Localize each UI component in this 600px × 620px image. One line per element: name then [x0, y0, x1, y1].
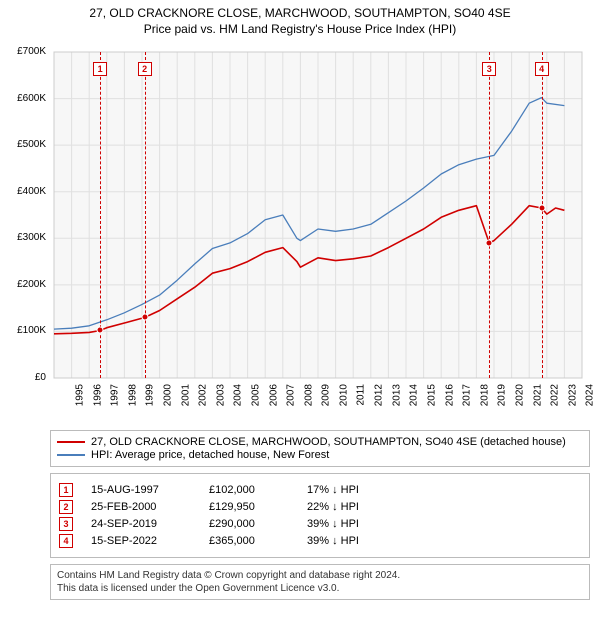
transaction-marker: 3: [482, 62, 496, 76]
transaction-date: 25-FEB-2000: [91, 501, 191, 513]
x-axis-label: 2021: [532, 384, 543, 406]
transaction-pct: 39% ↓ HPI: [307, 535, 397, 547]
transaction-date: 24-SEP-2019: [91, 518, 191, 530]
transaction-row: 3 24-SEP-2019 £290,000 39% ↓ HPI: [59, 517, 581, 531]
x-axis-label: 2023: [567, 384, 578, 406]
legend-item-price-paid: 27, OLD CRACKNORE CLOSE, MARCHWOOD, SOUT…: [57, 436, 583, 448]
transaction-marker: 2: [138, 62, 152, 76]
x-axis-label: 2006: [268, 384, 279, 406]
transaction-price: £290,000: [209, 518, 289, 530]
y-axis-label: £200K: [10, 279, 46, 290]
x-axis-label: 2005: [250, 384, 261, 406]
y-axis-label: £400K: [10, 186, 46, 197]
x-axis-label: 2020: [514, 384, 525, 406]
y-axis-label: £0: [10, 372, 46, 383]
transaction-marker-icon: 4: [59, 534, 73, 548]
x-axis-label: 2019: [497, 384, 508, 406]
transaction-price: £102,000: [209, 484, 289, 496]
x-axis-label: 2017: [461, 384, 472, 406]
chart-container: 27, OLD CRACKNORE CLOSE, MARCHWOOD, SOUT…: [0, 0, 600, 606]
transaction-point: [486, 239, 493, 246]
x-axis-label: 2022: [549, 384, 560, 406]
transaction-pct: 17% ↓ HPI: [307, 484, 397, 496]
transaction-marker-icon: 2: [59, 500, 73, 514]
legend-swatch-hpi: [57, 454, 85, 456]
transaction-marker-icon: 1: [59, 483, 73, 497]
transaction-vline: [145, 52, 146, 378]
x-axis-label: 2008: [303, 384, 314, 406]
title-block: 27, OLD CRACKNORE CLOSE, MARCHWOOD, SOUT…: [10, 6, 590, 36]
x-axis-label: 2016: [444, 384, 455, 406]
legend-label-price-paid: 27, OLD CRACKNORE CLOSE, MARCHWOOD, SOUT…: [91, 436, 566, 448]
x-axis-label: 2004: [233, 384, 244, 406]
transaction-vline: [542, 52, 543, 378]
x-axis-label: 2012: [373, 384, 384, 406]
x-axis-label: 2014: [409, 384, 420, 406]
transaction-point: [538, 205, 545, 212]
title-address: 27, OLD CRACKNORE CLOSE, MARCHWOOD, SOUT…: [10, 6, 590, 20]
chart-svg: [10, 44, 590, 424]
x-axis-label: 1999: [145, 384, 156, 406]
transaction-point: [97, 327, 104, 334]
transaction-price: £365,000: [209, 535, 289, 547]
y-axis-label: £100K: [10, 325, 46, 336]
legend-swatch-price-paid: [57, 441, 85, 443]
transactions-table: 1 15-AUG-1997 £102,000 17% ↓ HPI 2 25-FEB-200…: [50, 473, 590, 558]
transaction-price: £129,950: [209, 501, 289, 513]
x-axis-label: 2010: [338, 384, 349, 406]
legend-item-hpi: HPI: Average price, detached house, New …: [57, 449, 583, 461]
transaction-date: 15-AUG-1997: [91, 484, 191, 496]
transaction-marker: 4: [535, 62, 549, 76]
transaction-row: 4 15-SEP-2022 £365,000 39% ↓ HPI: [59, 534, 581, 548]
x-axis-label: 1996: [92, 384, 103, 406]
transaction-marker: 1: [93, 62, 107, 76]
chart-area: £0 £100K £200K £300K £400K £500K £600K £700K 199…: [10, 44, 590, 424]
x-axis-label: 2011: [355, 384, 366, 406]
x-axis-label: 2002: [197, 384, 208, 406]
transaction-marker-icon: 3: [59, 517, 73, 531]
transaction-vline: [489, 52, 490, 378]
x-axis-label: 1995: [74, 384, 85, 406]
legend-label-hpi: HPI: Average price, detached house, New …: [91, 449, 329, 461]
x-axis-label: 1997: [109, 384, 120, 406]
x-axis-label: 2015: [426, 384, 437, 406]
x-axis-label: 2009: [321, 384, 332, 406]
y-axis-label: £700K: [10, 46, 46, 57]
x-axis-label: 2000: [162, 384, 173, 406]
transaction-point: [141, 314, 148, 321]
x-axis-label: 2013: [391, 384, 402, 406]
y-axis-label: £300K: [10, 232, 46, 243]
transaction-row: 1 15-AUG-1997 £102,000 17% ↓ HPI: [59, 483, 581, 497]
attribution-line2: This data is licensed under the Open Gov…: [57, 582, 583, 595]
x-axis-label: 2024: [585, 384, 596, 406]
y-axis-label: £500K: [10, 139, 46, 150]
attribution-line1: Contains HM Land Registry data © Crown c…: [57, 569, 583, 582]
x-axis-label: 1998: [127, 384, 138, 406]
x-axis-label: 2018: [479, 384, 490, 406]
x-axis-label: 2003: [215, 384, 226, 406]
transaction-date: 15-SEP-2022: [91, 535, 191, 547]
transaction-pct: 39% ↓ HPI: [307, 518, 397, 530]
x-axis-label: 2007: [285, 384, 296, 406]
transaction-pct: 22% ↓ HPI: [307, 501, 397, 513]
transaction-row: 2 25-FEB-2000 £129,950 22% ↓ HPI: [59, 500, 581, 514]
x-axis-label: 2001: [180, 384, 191, 406]
attribution: Contains HM Land Registry data © Crown c…: [50, 564, 590, 600]
title-subtitle: Price paid vs. HM Land Registry's House …: [10, 22, 590, 36]
y-axis-label: £600K: [10, 93, 46, 104]
legend: 27, OLD CRACKNORE CLOSE, MARCHWOOD, SOUT…: [50, 430, 590, 467]
